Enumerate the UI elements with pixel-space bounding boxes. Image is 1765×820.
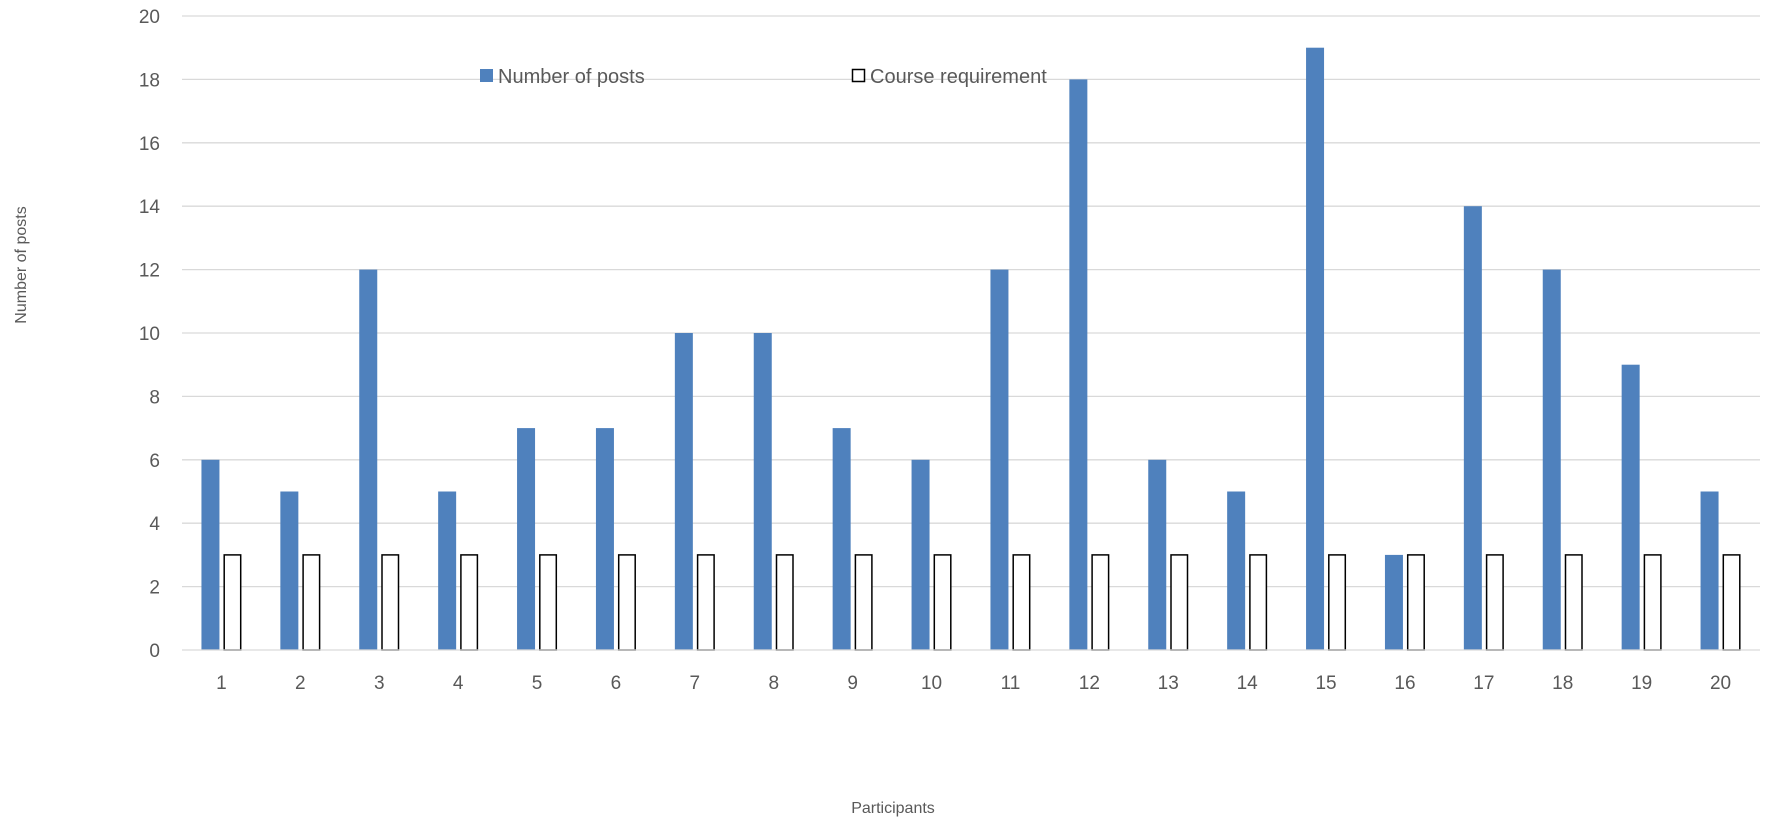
x-tick-label: 11	[1001, 673, 1021, 694]
x-tick-label: 10	[921, 673, 942, 694]
bar-number-of-posts	[1384, 554, 1403, 650]
y-tick-label: 20	[139, 7, 160, 28]
x-tick-label: 14	[1237, 673, 1259, 694]
bar-number-of-posts	[674, 333, 693, 650]
bar-number-of-posts	[438, 491, 457, 650]
legend-label-course-requirement: Course requirement	[870, 66, 1047, 88]
bar-course-requirement	[460, 554, 479, 651]
bar-course-requirement	[1012, 554, 1031, 651]
bar-number-of-posts	[753, 333, 772, 650]
x-tick-label: 19	[1631, 673, 1652, 694]
bar-course-requirement	[696, 554, 715, 651]
x-tick-label: 5	[532, 673, 543, 694]
bar-course-requirement	[302, 554, 321, 651]
bar-course-requirement	[775, 554, 794, 651]
x-tick-label: 2	[295, 673, 306, 694]
bar-course-requirement	[1722, 554, 1741, 651]
x-tick-label: 17	[1473, 673, 1494, 694]
bar-course-requirement	[539, 554, 558, 651]
bar-number-of-posts	[201, 459, 220, 650]
bar-number-of-posts	[1069, 79, 1088, 650]
x-tick-label: 4	[453, 673, 464, 694]
y-tick-label: 8	[149, 387, 160, 408]
bar-number-of-posts	[1700, 491, 1719, 650]
y-tick-label: 18	[139, 70, 160, 91]
y-tick-label: 14	[139, 197, 161, 218]
x-tick-label: 16	[1394, 673, 1415, 694]
bar-course-requirement	[1564, 554, 1583, 651]
x-tick-label: 15	[1315, 673, 1336, 694]
y-tick-label: 2	[149, 578, 160, 599]
x-tick-label: 13	[1158, 673, 1179, 694]
bar-course-requirement	[617, 554, 636, 651]
bar-number-of-posts	[832, 428, 851, 650]
x-axis-ticks: 1 2 3 4 5 6 7 8 9 10 11 12 13 14 15 16 17 18 19 20	[216, 673, 1731, 694]
bar-course-requirement	[223, 554, 242, 651]
bars	[201, 47, 1741, 651]
bar-number-of-posts	[280, 491, 299, 650]
bar-course-requirement	[933, 554, 952, 651]
y-tick-label: 6	[149, 451, 160, 472]
legend: Number of posts Course requirement	[480, 66, 1047, 88]
y-axis-title: Number of posts	[13, 206, 30, 323]
bar-number-of-posts	[517, 428, 536, 650]
bar-number-of-posts	[1148, 459, 1167, 650]
bar-course-requirement	[1091, 554, 1110, 651]
x-tick-label: 1	[216, 673, 227, 694]
bar-course-requirement	[1406, 554, 1425, 651]
x-tick-label: 18	[1552, 673, 1573, 694]
x-tick-label: 12	[1079, 673, 1100, 694]
x-tick-label: 8	[768, 673, 779, 694]
bar-course-requirement	[1249, 554, 1268, 651]
y-tick-label: 4	[149, 514, 160, 535]
bar-course-requirement	[1485, 554, 1504, 651]
bar-number-of-posts	[990, 269, 1009, 650]
bar-number-of-posts	[595, 428, 614, 650]
bar-number-of-posts	[1463, 206, 1482, 650]
bar-number-of-posts	[1306, 47, 1325, 650]
bar-course-requirement	[1643, 554, 1662, 651]
y-tick-label: 0	[149, 641, 160, 662]
y-tick-label: 16	[139, 134, 160, 155]
x-tick-label: 7	[690, 673, 701, 694]
x-tick-label: 3	[374, 673, 385, 694]
x-tick-label: 6	[611, 673, 622, 694]
bar-course-requirement	[1328, 554, 1347, 651]
bar-number-of-posts	[911, 459, 930, 650]
gridlines	[182, 15, 1760, 588]
x-tick-label: 20	[1710, 673, 1731, 694]
bar-number-of-posts	[1542, 269, 1561, 650]
bar-course-requirement	[1170, 554, 1189, 651]
legend-swatch-number-of-posts	[480, 69, 493, 82]
x-tick-label: 9	[847, 673, 858, 694]
y-axis-ticks: 0 2 4 6 8 10 12 14 16 18 20	[139, 7, 161, 662]
bar-number-of-posts	[359, 269, 378, 650]
legend-label-number-of-posts: Number of posts	[498, 66, 645, 88]
y-tick-label: 12	[139, 261, 160, 282]
bar-course-requirement	[854, 554, 873, 651]
bar-number-of-posts	[1621, 364, 1640, 650]
bar-number-of-posts	[1227, 491, 1246, 650]
x-axis-title: Participants	[851, 800, 935, 817]
bar-course-requirement	[381, 554, 400, 651]
y-tick-label: 10	[139, 324, 160, 345]
legend-swatch-course-requirement	[851, 68, 866, 83]
